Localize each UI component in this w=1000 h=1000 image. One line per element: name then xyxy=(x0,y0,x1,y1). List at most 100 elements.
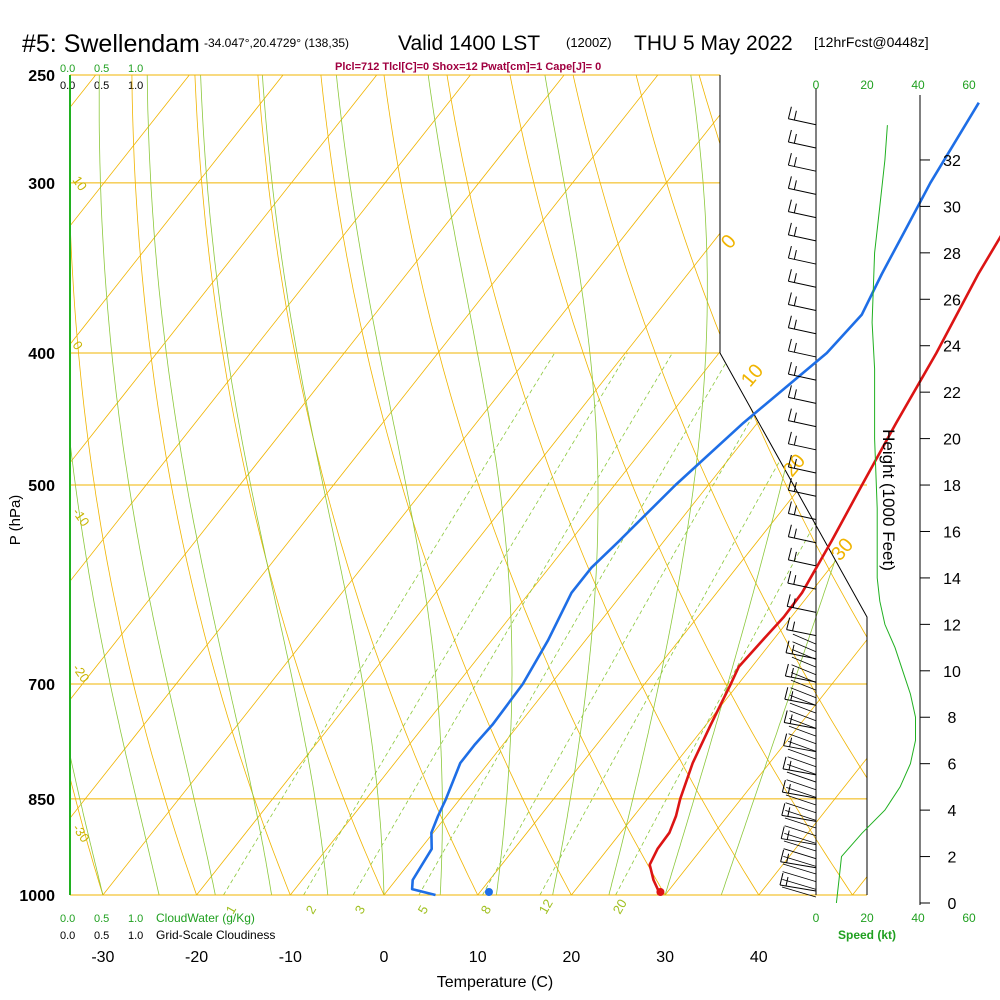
wind-barb-flag xyxy=(780,849,785,862)
wind-barb-flag xyxy=(787,176,792,189)
wind-barb xyxy=(787,454,817,474)
wind-barb-staff xyxy=(788,420,817,428)
speed-axis-title: Speed (kt) xyxy=(838,928,896,942)
wind-barb-flag xyxy=(784,687,789,700)
pressure-tick-label: 700 xyxy=(28,677,55,694)
wind-barb xyxy=(787,338,817,358)
wind-barb xyxy=(787,129,817,149)
valid-date: THU 5 May 2022 xyxy=(634,32,793,55)
wind-barb-staff xyxy=(780,861,817,869)
x-tick-label: 0 xyxy=(380,949,389,966)
x-tick-label: 10 xyxy=(469,949,487,966)
wind-barb-flag xyxy=(793,482,797,492)
cloudwater-bottom-0: 0.0 xyxy=(60,913,75,925)
wind-barb-flag xyxy=(793,203,797,213)
wind-barb-flag xyxy=(793,575,797,585)
wind-barb xyxy=(787,199,817,219)
height-tick-label: 6 xyxy=(948,757,957,774)
wind-barb-flag xyxy=(787,153,792,166)
wind-barb xyxy=(787,269,817,288)
x-tick-label: -30 xyxy=(91,949,114,966)
wind-barb-flag xyxy=(787,315,792,328)
wind-barb-low xyxy=(790,679,817,691)
wind-barb-staff xyxy=(788,280,817,288)
height-tick-label: 10 xyxy=(943,664,961,681)
wind-barb-staff xyxy=(788,559,817,567)
wind-barb-staff xyxy=(788,512,817,520)
wind-barb-staff xyxy=(788,396,817,404)
wind-barb-flag xyxy=(793,342,797,353)
axes: -30 -20 -10 0 10 20 30 402503004005007008501000… xyxy=(19,68,976,966)
wind-barb-low xyxy=(783,848,817,860)
wind-barb-staff xyxy=(785,652,817,660)
moist-adiabat xyxy=(262,75,385,895)
speed-bottom-tick-label: 0 xyxy=(813,911,820,925)
wind-barb xyxy=(787,292,817,311)
wind-barb-flag xyxy=(781,779,786,793)
isotherm-line xyxy=(70,75,378,895)
height-tick-label: 24 xyxy=(943,339,961,356)
wind-barb xyxy=(780,849,817,869)
wind-barb-flag xyxy=(779,872,784,886)
pressure-tick-label: 1000 xyxy=(19,888,55,905)
moist-adiabat-label: -20 xyxy=(70,661,93,685)
temperature-profile-line xyxy=(648,235,1000,896)
height-tick-label: 32 xyxy=(943,153,961,170)
stability-indices: Plcl=712 Tlcl[C]=0 Shox=12 Pwat[cm]=1 Ca… xyxy=(335,61,601,73)
wind-barb-flag xyxy=(793,389,797,399)
cloudwater-title: CloudWater (g/Kg) xyxy=(156,911,255,925)
station-coords: -34.047°,20.4729° (138,35) xyxy=(204,36,349,50)
wind-barb-flag xyxy=(783,733,788,746)
wind-barb-low xyxy=(787,764,817,775)
height-tick-label: 0 xyxy=(948,896,957,913)
wind-barb-low xyxy=(789,702,817,714)
wind-barb-flag xyxy=(787,524,792,537)
wind-barb-flag xyxy=(793,366,797,376)
height-axis-title: Height (1000 Feet) xyxy=(879,429,898,571)
moist-adiabat-label: -10 xyxy=(70,505,93,529)
wind-barb xyxy=(787,315,817,335)
wind-barb-flag xyxy=(787,106,792,119)
wind-barb xyxy=(780,826,817,846)
height-tick-label: 12 xyxy=(943,617,961,634)
mixing-ratio-label: 2 xyxy=(303,903,320,917)
wind-barb-low xyxy=(782,871,817,883)
wind-barb xyxy=(787,478,817,497)
wind-barb-flag xyxy=(793,528,797,538)
dry-adiabat-label: 10 xyxy=(737,360,768,391)
wind-barb-staff xyxy=(788,443,817,451)
wind-barb-flag xyxy=(793,458,797,469)
wind-barb-flag xyxy=(787,245,792,259)
plot-frame xyxy=(69,75,868,895)
wind-barb-flag xyxy=(787,199,792,212)
moist-adiabat-label: -30 xyxy=(70,821,93,845)
wind-barb-low xyxy=(786,771,817,783)
wind-barb-staff xyxy=(788,164,817,172)
pressure-tick-label: 850 xyxy=(28,792,55,809)
wind-barb-staff xyxy=(788,489,817,497)
wind-barb xyxy=(786,617,817,637)
wind-barb-flag xyxy=(787,571,792,584)
mixing-ratio-label: 12 xyxy=(536,896,556,916)
moist-adiabat xyxy=(70,75,104,895)
wind-barb-low xyxy=(791,656,817,668)
wind-barb-low xyxy=(786,787,817,798)
wind-barb-flag xyxy=(786,830,790,840)
wind-barbs xyxy=(779,106,817,898)
wind-barb-low xyxy=(789,718,817,729)
isotherm-line xyxy=(70,75,190,895)
speed-top-tick-label: 60 xyxy=(962,78,976,92)
wind-barb-flag xyxy=(786,594,791,607)
y-axis-title: P (hPa) xyxy=(7,495,24,546)
wind-barb-staff xyxy=(784,698,817,706)
wind-barb-low xyxy=(781,886,817,898)
wind-barb-flag xyxy=(785,876,789,887)
height-tick-label: 4 xyxy=(948,803,957,820)
wind-barb-flag xyxy=(793,296,797,306)
cloudwater-scale-bottom: 0.0 0.5 1.0 CloudWater (g/Kg) 0.0 0.5 1.… xyxy=(60,911,275,942)
wind-barb-flag xyxy=(792,621,796,631)
wind-barb-low xyxy=(792,649,817,660)
wind-barb-flag xyxy=(787,385,792,398)
